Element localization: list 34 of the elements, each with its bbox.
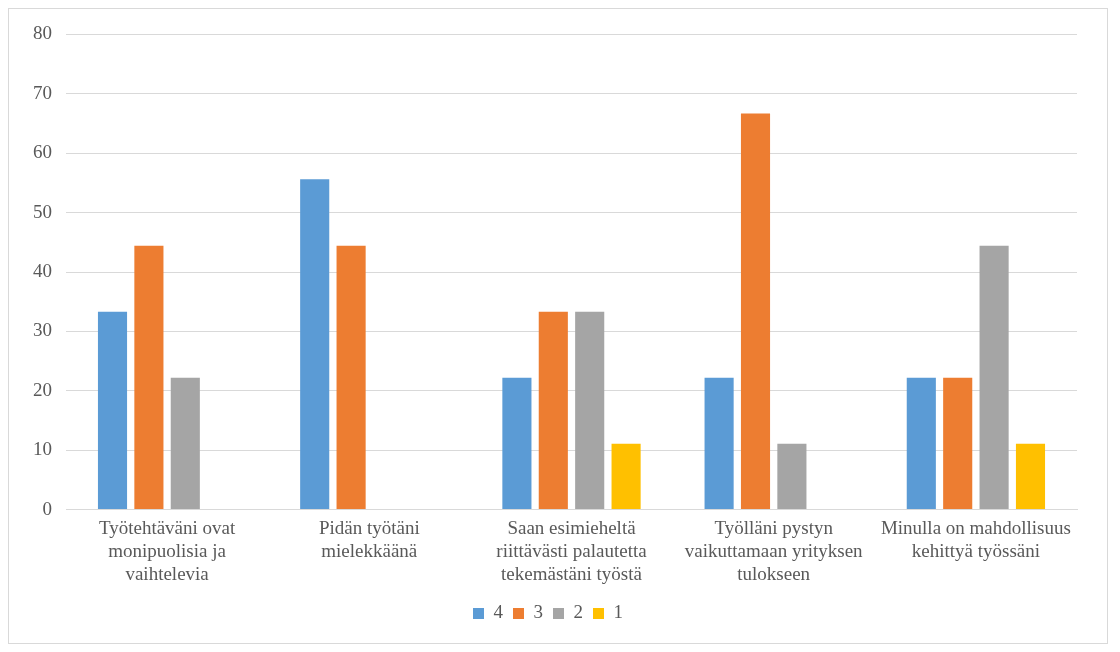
bar [611, 443, 641, 510]
y-tick-label: 70 [33, 81, 52, 103]
bar [704, 377, 734, 510]
y-tick-label: 30 [33, 319, 52, 341]
x-tick-label: Työlläni pystyn vaikuttamaan yrityksen tulokseen [684, 516, 864, 584]
y-tick-label: 10 [33, 438, 52, 460]
bar [336, 245, 366, 510]
bar [943, 377, 973, 510]
bar [538, 311, 568, 510]
y-tick-label: 40 [33, 259, 52, 281]
x-tick-label: Työtehtäväni ovat monipuolisia ja vaihtelevia [98, 516, 236, 584]
bar [97, 311, 128, 510]
legend-label: 1 [613, 601, 623, 623]
bar [1015, 443, 1046, 510]
bar [575, 311, 605, 510]
bar [906, 377, 936, 510]
x-tick-label: Pidän työtäni mielekkäänä [318, 516, 420, 561]
bar [134, 245, 164, 510]
bar [300, 179, 330, 510]
bar [740, 113, 771, 510]
legend-label: 4 [493, 601, 504, 623]
y-tick-label: 20 [33, 378, 52, 400]
y-tick-label: 0 [42, 497, 52, 519]
bar [170, 377, 200, 510]
bar [502, 377, 532, 510]
y-tick-label: 60 [33, 141, 52, 163]
x-tick-label: Minulla on mahdollisuus kehittyä työssäni [880, 516, 1071, 561]
bar [979, 245, 1009, 510]
x-tick-label: Saan esimieheltä riittävästi palautetta tekemästäni työstä [496, 516, 648, 584]
legend-label: 3 [533, 601, 543, 623]
legend-label: 2 [573, 601, 583, 623]
y-tick-label: 50 [33, 200, 52, 222]
bar [777, 443, 807, 510]
y-tick-label: 80 [33, 22, 52, 44]
